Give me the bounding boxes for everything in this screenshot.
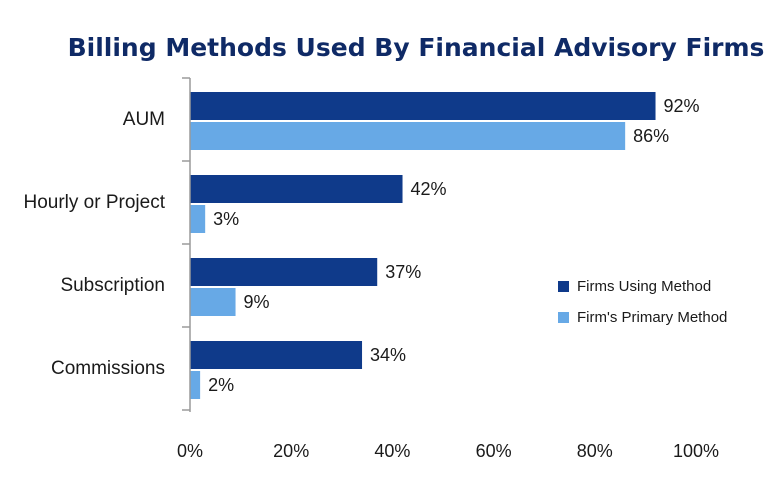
x-tick-label: 0% bbox=[177, 441, 203, 461]
value-label: 37% bbox=[385, 262, 421, 282]
bar-primary-3 bbox=[190, 371, 201, 399]
bar-firms-using-2 bbox=[190, 258, 378, 286]
category-group-2: Subscription 37% 9% bbox=[60, 258, 421, 316]
x-tick-label: 20% bbox=[273, 441, 309, 461]
x-tick-label: 100% bbox=[673, 441, 719, 461]
category-label: AUM bbox=[123, 109, 165, 130]
value-label: 92% bbox=[664, 96, 700, 116]
value-label: 2% bbox=[208, 375, 234, 395]
value-label: 3% bbox=[213, 209, 239, 229]
bar-firms-using-1 bbox=[190, 175, 403, 203]
x-tick-label: 40% bbox=[374, 441, 410, 461]
bar-firms-using-0 bbox=[190, 92, 656, 120]
category-label: Commissions bbox=[51, 358, 165, 379]
category-group-3: Commissions 34% 2% bbox=[51, 341, 406, 399]
value-label: 42% bbox=[411, 179, 447, 199]
x-tick-label: 60% bbox=[476, 441, 512, 461]
legend-label-1: Firm's Primary Method bbox=[577, 309, 727, 326]
category-group-0: AUM 92% 86% bbox=[123, 92, 700, 150]
bar-primary-0 bbox=[190, 122, 626, 150]
legend-swatch-1 bbox=[558, 312, 569, 323]
legend-swatch-0 bbox=[558, 281, 569, 292]
category-label: Subscription bbox=[60, 275, 165, 296]
chart-title: Billing Methods Used By Financial Adviso… bbox=[68, 33, 765, 62]
legend-label-0: Firms Using Method bbox=[577, 278, 711, 295]
category-label: Hourly or Project bbox=[24, 192, 166, 213]
bar-firms-using-3 bbox=[190, 341, 363, 369]
axis-layer: 0% 20% 40% 60% 80% 100% bbox=[177, 77, 719, 461]
value-label: 86% bbox=[633, 126, 669, 146]
bars-layer: AUM 92% 86% Hourly or Project 42% 3% Subscript… bbox=[24, 92, 700, 399]
bar-primary-1 bbox=[190, 205, 206, 233]
value-label: 9% bbox=[244, 292, 270, 312]
bar-primary-2 bbox=[190, 288, 236, 316]
x-tick-label: 80% bbox=[577, 441, 613, 461]
category-group-1: Hourly or Project 42% 3% bbox=[24, 175, 447, 233]
value-label: 34% bbox=[370, 345, 406, 365]
legend: Firms Using Method Firm's Primary Method bbox=[558, 278, 727, 326]
